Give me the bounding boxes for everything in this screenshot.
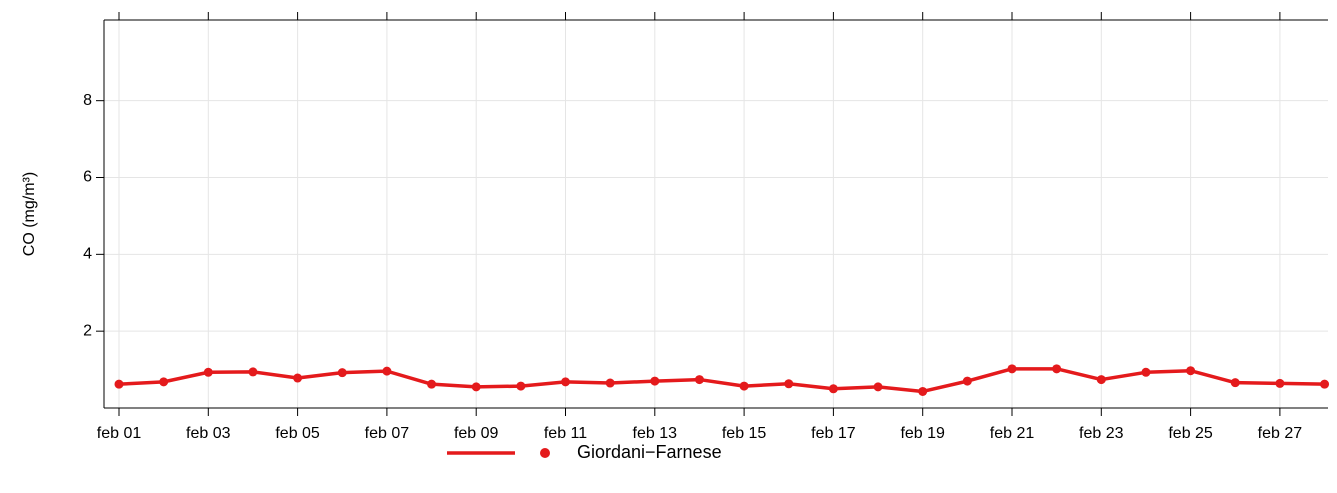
data-point — [203, 367, 213, 377]
x-tick-label: feb 27 — [1258, 425, 1303, 442]
data-point — [694, 375, 704, 385]
y-tick-label: 2 — [83, 322, 92, 339]
data-point — [873, 382, 883, 392]
y-tick-label: 8 — [83, 92, 92, 109]
data-point — [382, 366, 392, 376]
x-tick-label: feb 01 — [97, 425, 142, 442]
y-tick-label: 6 — [83, 169, 92, 186]
data-point — [918, 386, 928, 396]
data-point — [1275, 378, 1285, 388]
x-tick-label: feb 15 — [722, 425, 767, 442]
data-point — [962, 376, 972, 386]
data-point — [828, 384, 838, 394]
data-point — [1007, 364, 1017, 374]
data-point — [1096, 375, 1106, 385]
x-tick-label: feb 23 — [1079, 425, 1124, 442]
legend-label: Giordani−Farnese — [577, 442, 722, 462]
y-axis-label: CO (mg/m³) — [21, 172, 38, 256]
data-point — [293, 373, 303, 383]
series-line — [118, 367, 1325, 394]
data-point — [1141, 367, 1151, 377]
data-point — [561, 377, 570, 387]
data-point — [471, 382, 481, 392]
data-point — [784, 379, 794, 389]
legend-marker — [540, 448, 550, 458]
data-point — [427, 379, 437, 389]
x-tick-label: feb 03 — [186, 425, 231, 442]
x-tick-label: feb 11 — [544, 425, 587, 442]
data-point — [114, 379, 124, 389]
data-point — [605, 378, 615, 388]
x-tick-label: feb 09 — [454, 425, 499, 442]
x-tick-label: feb 13 — [633, 425, 678, 442]
x-tick-label: feb 07 — [365, 425, 410, 442]
data-point — [337, 368, 347, 378]
data-point — [1230, 378, 1240, 388]
data-point — [159, 377, 169, 387]
data-point — [650, 376, 660, 386]
data-point — [248, 367, 258, 377]
x-tick-label: feb 25 — [1168, 425, 1213, 442]
data-point — [1320, 379, 1330, 389]
data-point — [1052, 364, 1062, 374]
x-tick-label: feb 05 — [275, 425, 320, 442]
data-point — [1186, 366, 1196, 376]
x-tick-label: feb 19 — [900, 425, 945, 442]
y-tick-label: 4 — [83, 246, 92, 263]
data-point — [739, 381, 749, 391]
x-tick-label: feb 17 — [811, 425, 856, 442]
x-tick-label: feb 21 — [990, 425, 1035, 442]
data-point — [516, 381, 526, 391]
